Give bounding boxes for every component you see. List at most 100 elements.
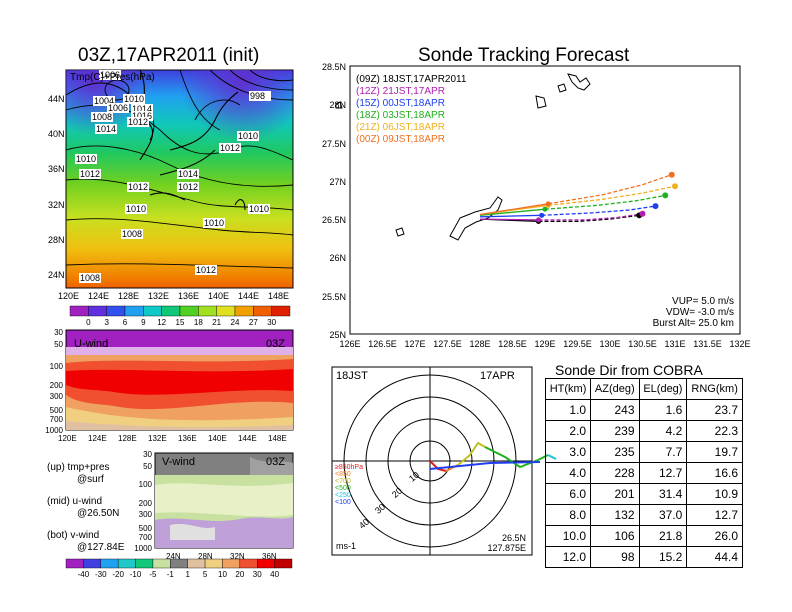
polar-legend: <850 <box>335 471 351 478</box>
track-line <box>479 218 539 221</box>
table-cell: 98 <box>590 546 640 568</box>
colorbar-swatch <box>198 305 217 317</box>
polar-lat: 26.5N <box>502 533 526 543</box>
lat-label: 28N <box>329 100 346 110</box>
track-point <box>545 201 551 207</box>
colorbar-swatch <box>161 305 181 317</box>
tracking-chart: 28.5N 28N 27.5N 27N 26.5N 26N 25.5N 25N … <box>322 62 751 349</box>
table-cell: 132 <box>590 504 640 526</box>
lat-label: 27.5N <box>322 139 346 149</box>
track-point <box>639 210 646 217</box>
lon-label: 136E <box>178 434 197 443</box>
track-point <box>539 212 545 218</box>
colorbar-tick: 10 <box>218 570 227 579</box>
pressure-label-bg <box>131 104 153 114</box>
pressure-label: 1010 <box>126 204 146 214</box>
p-label: 1000 <box>134 544 152 553</box>
track-point <box>536 217 541 223</box>
table-header: EL(deg) <box>638 378 688 400</box>
table-cell: 10.0 <box>544 525 592 547</box>
uwind-time: 03Z <box>266 338 285 350</box>
colorbar-tick: 5 <box>203 570 208 579</box>
lat-label: 24N <box>48 270 65 280</box>
vwind-time: 03Z <box>266 456 285 468</box>
colorbar-swatch <box>88 305 107 317</box>
colorbar-tick: -10 <box>130 570 142 579</box>
pressure-label-bg <box>177 182 199 192</box>
pressure-label: 1014 <box>132 104 152 114</box>
colorbar-tick: -5 <box>149 570 157 579</box>
hodo-segment <box>429 461 541 470</box>
colorbar-tick: 24 <box>231 318 240 327</box>
table-header: HT(km) <box>544 378 592 400</box>
p-label: 700 <box>139 533 153 542</box>
colorbar-swatch <box>69 305 89 317</box>
colorbar-tick: 15 <box>176 318 185 327</box>
legend-entry: (15Z) 00JST,18APR <box>356 98 445 109</box>
p-label: 1000 <box>45 426 63 435</box>
vwind-label: V-wind <box>162 456 195 468</box>
pressure-label-bg <box>219 143 241 153</box>
polar-legend: ≥850hPa <box>335 464 363 471</box>
table-cell: 7.7 <box>638 441 688 463</box>
table-cell: 37.0 <box>638 504 688 526</box>
colorbar-swatch <box>117 558 136 569</box>
colorbar-tick: 3 <box>104 318 109 327</box>
note-line: @surf <box>77 474 104 485</box>
lon-label: 129.5E <box>563 339 592 349</box>
lon-label: 140E <box>208 291 229 301</box>
colorbar-tick: 30 <box>253 570 262 579</box>
tracking-frame <box>349 65 741 335</box>
colorbar-swatch <box>222 558 241 569</box>
coastline <box>395 227 405 237</box>
lat-label: 26.5N <box>322 215 346 225</box>
colorbar-swatch <box>143 305 162 317</box>
coastline <box>567 73 591 91</box>
table-cell: 44.4 <box>686 546 743 568</box>
track-line-dashed <box>548 185 676 207</box>
param-vup: VUP= 5.0 m/s <box>672 296 734 307</box>
lon-label: 148E <box>268 434 287 443</box>
pressure-label: 998 <box>250 91 265 101</box>
hodo-segment <box>457 441 486 466</box>
colorbar-tick: 21 <box>212 318 221 327</box>
p-label: 200 <box>50 381 64 390</box>
table-cell: 10.9 <box>686 483 743 505</box>
lat-label: 28N <box>48 235 65 245</box>
pressure-label: 1016 <box>132 111 152 121</box>
lon-label: 140E <box>208 434 227 443</box>
p-label: 700 <box>50 415 64 424</box>
p-label: 100 <box>139 480 153 489</box>
map-subtitle: Tmp(C)+Pres(hPa) <box>70 72 155 83</box>
pressure-label-bg <box>79 273 101 283</box>
table-header: RNG(km) <box>686 378 743 400</box>
pressure-label: 1010 <box>249 204 269 214</box>
polar-date: 17APR <box>480 370 515 382</box>
p-label: 50 <box>54 340 63 349</box>
lon-label: 136E <box>178 291 199 301</box>
track-line-dashed <box>548 174 672 205</box>
colorbar-tick: -30 <box>95 570 107 579</box>
table-cell: 201 <box>590 483 640 505</box>
colorbar-tick: 20 <box>235 570 244 579</box>
p-label: 500 <box>139 524 153 533</box>
pressure-label-bg <box>203 218 225 228</box>
p-label: 300 <box>139 510 153 519</box>
pressure-label: 1012 <box>80 169 100 179</box>
colorbar-swatch <box>100 558 119 569</box>
colorbar-swatch <box>274 558 293 569</box>
lon-label: 131E <box>664 339 685 349</box>
panel-notes: (up) tmp+pres @surf (mid) u-wind @26.50N… <box>47 462 124 554</box>
lon-label: 130E <box>599 339 620 349</box>
lon-label: 126.5E <box>368 339 397 349</box>
lon-label: 126E <box>339 339 360 349</box>
pressure-label: 1014 <box>178 169 198 179</box>
colorbar-swatch <box>65 558 84 569</box>
colorbar-swatch <box>253 305 272 317</box>
pressure-label: 1014 <box>96 124 116 134</box>
ring-label: 30 <box>373 502 387 516</box>
lon-label: 128E <box>118 291 139 301</box>
table-cell: 16.6 <box>686 462 743 484</box>
lat-label: 25.5N <box>322 292 346 302</box>
